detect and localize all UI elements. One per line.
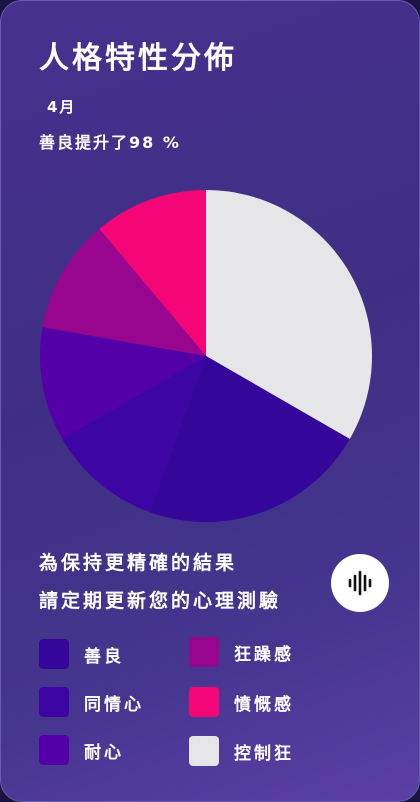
voice-input-button[interactable] — [331, 554, 389, 612]
legend-item-compassion: 同情心 — [39, 687, 144, 717]
legend-swatch — [189, 637, 219, 667]
improvement-summary: 善良提升了98 % — [39, 133, 181, 152]
legend-swatch — [39, 687, 69, 717]
month-label: 4月 — [47, 98, 77, 116]
personality-pie-chart — [39, 190, 372, 523]
update-note-line-1: 為保持更精確的結果 — [39, 552, 238, 574]
legend-label: 同情心 — [84, 694, 144, 715]
legend-swatch — [189, 687, 219, 717]
legend-label: 控制狂 — [234, 743, 294, 764]
legend-label: 善良 — [84, 646, 124, 667]
pie-slice — [206, 190, 372, 439]
legend-item-kindness: 善良 — [39, 639, 124, 669]
legend-item-control-freak: 控制狂 — [189, 736, 294, 766]
pie-slice — [39, 327, 207, 439]
legend-item-indignation: 憤慨感 — [189, 687, 294, 717]
pie-slice — [42, 228, 206, 356]
pie-slice — [149, 356, 350, 523]
legend-item-mania: 狂躁感 — [189, 637, 294, 667]
legend-swatch — [189, 736, 219, 766]
pie-slice — [99, 190, 206, 356]
sound-wave-icon — [348, 570, 372, 596]
legend-swatch — [39, 639, 69, 669]
update-note-line-2: 請定期更新您的心理測驗 — [39, 590, 282, 612]
legend-label: 耐心 — [84, 742, 124, 763]
legend-item-patience: 耐心 — [39, 735, 124, 765]
legend-swatch — [39, 735, 69, 765]
legend-label: 狂躁感 — [234, 644, 294, 665]
pie-slice — [62, 356, 207, 512]
legend-label: 憤慨感 — [234, 694, 294, 715]
page-title: 人格特性分佈 — [39, 41, 237, 76]
